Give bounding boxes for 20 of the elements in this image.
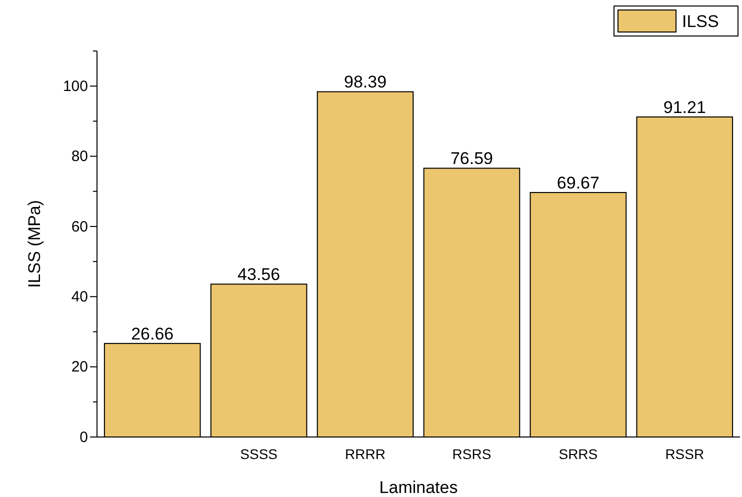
- y-axis-title: ILSS (MPa): [25, 200, 44, 288]
- y-tick-label: 60: [71, 218, 88, 236]
- data-label: 26.66: [131, 324, 174, 344]
- data-label: 69.67: [556, 174, 600, 193]
- x-tick-label: RSRS: [452, 446, 492, 462]
- data-label: 91.21: [663, 98, 706, 117]
- legend-label: ILSS: [682, 12, 719, 31]
- data-label: 76.59: [450, 149, 493, 168]
- x-tick-label: RRRR: [345, 446, 386, 462]
- x-tick-label: SSSS: [240, 446, 278, 462]
- y-tick-label: 0: [80, 428, 88, 446]
- y-tick-label: 40: [71, 288, 88, 306]
- y-tick-label: 100: [62, 78, 88, 95]
- y-tick-label: 20: [71, 358, 88, 376]
- x-tick-label: RSSR: [665, 446, 704, 462]
- y-tick-label: 80: [71, 148, 88, 166]
- x-tick-label: SRRS: [558, 446, 598, 462]
- data-label: 98.39: [344, 72, 387, 92]
- x-axis-title: Laminates: [379, 478, 458, 497]
- data-label: 43.56: [238, 265, 280, 284]
